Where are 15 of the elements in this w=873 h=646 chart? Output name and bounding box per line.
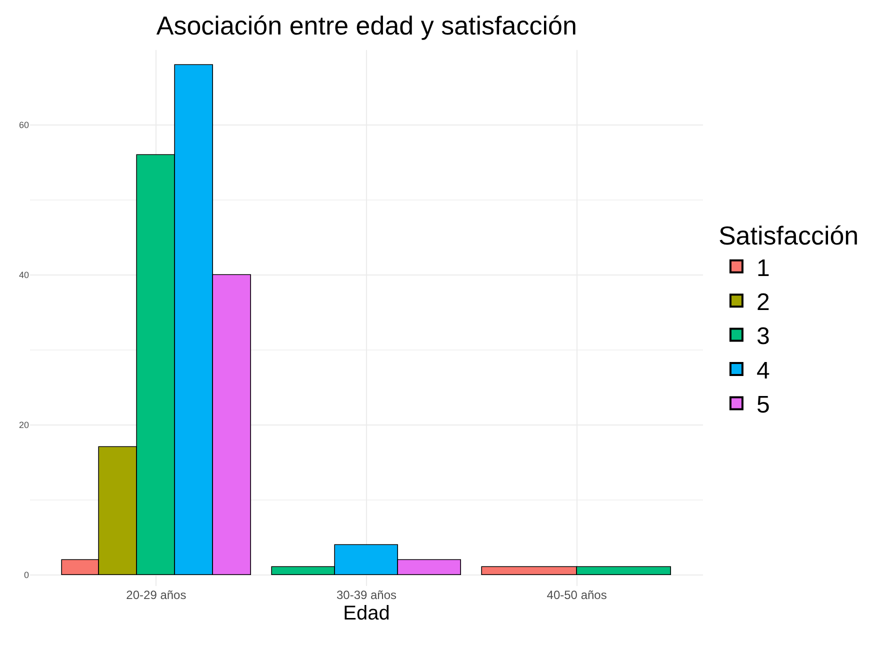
legend-label: 1 (756, 254, 770, 282)
legend-label: 3 (756, 323, 770, 350)
y-tick-label: 40 (18, 270, 29, 280)
y-tick-label: 60 (18, 120, 29, 130)
x-tick-label: 20-29 años (126, 588, 186, 602)
y-tick-label: 0 (24, 570, 29, 580)
legend-title: Satisfacción (718, 220, 859, 250)
legend-label: 2 (756, 288, 770, 316)
legend-label: 5 (756, 392, 770, 419)
chart-title: Asociación entre edad y satisfacción (156, 10, 577, 40)
x-tick-label: 30-39 años (336, 588, 397, 602)
legend-label: 4 (756, 357, 770, 384)
x-tick-label: 40-50 años (546, 588, 607, 602)
y-tick-label: 20 (18, 420, 29, 430)
x-axis-title: Edad (343, 602, 390, 624)
